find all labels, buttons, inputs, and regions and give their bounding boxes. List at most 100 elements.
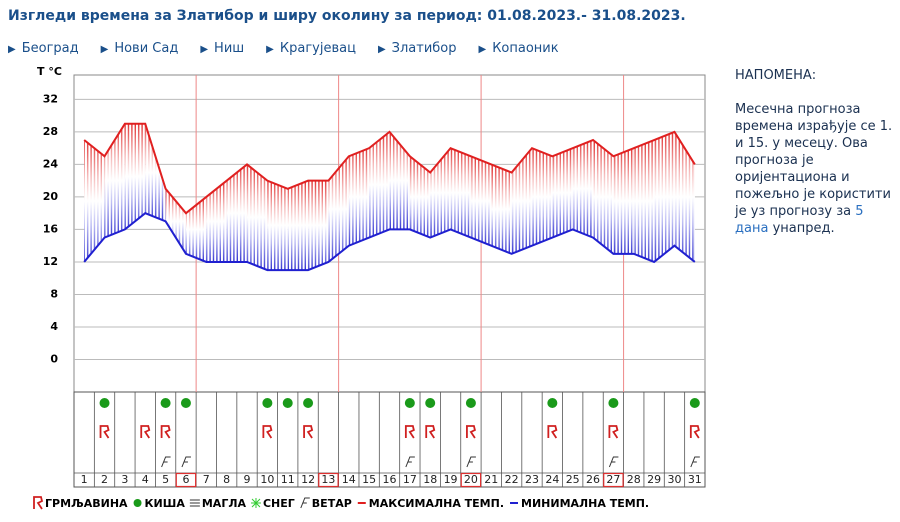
x-tick-label: 15 bbox=[362, 473, 376, 486]
x-tick-label: 2 bbox=[101, 473, 108, 486]
sunday-box bbox=[175, 472, 197, 488]
x-tick-label: 13 bbox=[321, 473, 335, 486]
page-title: Изгледи времена за Златибор и ширу околи… bbox=[8, 8, 686, 24]
temp-band-hatch bbox=[511, 148, 532, 254]
x-tick-label: 17 bbox=[403, 473, 417, 486]
x-tick-label: 3 bbox=[121, 473, 128, 486]
note: НАПОМЕНА: Месечна прогноза времена израђ… bbox=[735, 67, 895, 237]
wind-icon bbox=[300, 497, 310, 509]
wind-icon bbox=[608, 456, 619, 468]
thunder-icon bbox=[160, 425, 171, 439]
temp-band-hatch bbox=[552, 148, 573, 238]
x-tick-label: 28 bbox=[627, 473, 641, 486]
thunder-icon bbox=[689, 425, 700, 439]
legend-snow bbox=[250, 498, 261, 508]
rain-icon bbox=[404, 398, 415, 408]
temp-band-hatch bbox=[389, 131, 410, 230]
thunder-icon bbox=[404, 425, 415, 439]
rain-icon bbox=[465, 398, 476, 408]
legend-label: ВЕТАР bbox=[312, 497, 352, 510]
x-tick-label: 12 bbox=[301, 473, 315, 486]
rain-icon bbox=[608, 398, 619, 408]
nav-link[interactable]: Златибор bbox=[378, 41, 457, 56]
temp-band-hatch bbox=[226, 164, 248, 262]
x-tick-label: 26 bbox=[586, 473, 600, 486]
y-tick-label: 24 bbox=[43, 157, 59, 170]
temp-band-hatch bbox=[185, 196, 207, 262]
y-tick-label: 32 bbox=[43, 92, 58, 105]
wind-icon bbox=[466, 456, 476, 468]
y-tick-label: 20 bbox=[43, 190, 59, 203]
legend-rain bbox=[133, 499, 142, 507]
x-tick-label: 29 bbox=[647, 473, 661, 486]
temp-band-hatch bbox=[206, 180, 227, 262]
y-tick-label: 16 bbox=[43, 222, 59, 235]
y-axis-label: T °C bbox=[37, 65, 62, 78]
rain-icon bbox=[282, 398, 293, 408]
note-text: Месечна прогноза времена израђује се 1. … bbox=[735, 101, 895, 237]
note-link[interactable]: 5 дана bbox=[735, 204, 864, 236]
rain-icon bbox=[160, 398, 171, 408]
legend-label: КИША bbox=[145, 497, 186, 510]
rain-icon bbox=[303, 398, 314, 408]
thunder-icon bbox=[425, 425, 436, 439]
temp-band-hatch bbox=[145, 123, 166, 222]
nav-link[interactable]: Београд bbox=[8, 41, 79, 56]
y-tick-label: 8 bbox=[50, 287, 58, 300]
x-tick-label: 23 bbox=[525, 473, 539, 486]
rain-icon bbox=[547, 398, 558, 408]
thunder-icon bbox=[608, 425, 619, 439]
thunder-icon bbox=[303, 425, 314, 439]
x-tick-label: 20 bbox=[464, 473, 478, 486]
x-tick-label: 1 bbox=[81, 473, 88, 486]
temp-band-hatch bbox=[84, 140, 105, 262]
nav-link[interactable]: Ниш bbox=[200, 41, 244, 56]
temp-band-hatch bbox=[430, 148, 451, 238]
temp-band-hatch bbox=[308, 180, 329, 271]
temp-band-hatch bbox=[247, 164, 268, 271]
temp-band-hatch bbox=[104, 123, 125, 238]
x-tick-label: 31 bbox=[688, 473, 702, 486]
legend-label: МАГЛА bbox=[202, 497, 247, 510]
y-tick-label: 4 bbox=[50, 320, 58, 333]
temp-line bbox=[83, 212, 696, 272]
x-tick-label: 7 bbox=[203, 473, 210, 486]
temp-band-hatch bbox=[491, 164, 512, 254]
nav: Београд Нови Сад Ниш Крагујевац Златибор Копа… bbox=[8, 41, 559, 56]
sunday-box bbox=[318, 472, 339, 488]
x-tick-label: 10 bbox=[260, 473, 274, 486]
temp-band-hatch bbox=[470, 156, 492, 246]
thunder-icon bbox=[140, 425, 151, 439]
x-tick-label: 30 bbox=[667, 473, 681, 486]
x-tick-label: 16 bbox=[383, 473, 397, 486]
wind-icon bbox=[161, 456, 171, 468]
nav-link[interactable]: Крагујевац bbox=[266, 41, 356, 56]
thunder-icon bbox=[262, 425, 273, 439]
sunday-box bbox=[460, 472, 482, 488]
x-tick-label: 11 bbox=[281, 473, 295, 486]
x-tick-label: 9 bbox=[244, 473, 251, 486]
x-tick-label: 6 bbox=[182, 473, 189, 486]
x-tick-label: 27 bbox=[606, 473, 620, 486]
temp-band-hatch bbox=[450, 148, 471, 238]
x-tick-label: 18 bbox=[423, 473, 437, 486]
x-tick-label: 5 bbox=[162, 473, 169, 486]
rain-icon bbox=[180, 398, 191, 408]
y-tick-label: 12 bbox=[43, 255, 58, 268]
nav-link[interactable]: Нови Сад bbox=[101, 41, 178, 56]
note-heading: НАПОМЕНА: bbox=[735, 68, 817, 83]
thunder-icon bbox=[99, 425, 110, 439]
temp-band-hatch bbox=[348, 148, 370, 246]
x-tick-label: 22 bbox=[505, 473, 519, 486]
wind-icon bbox=[690, 456, 700, 468]
temp-band-hatch bbox=[572, 140, 594, 238]
temp-band-hatch bbox=[409, 156, 431, 238]
x-tick-label: 21 bbox=[484, 473, 498, 486]
note-body: Месечна прогноза времена израђује се 1. … bbox=[735, 102, 893, 219]
nav-link[interactable]: Копаоник bbox=[479, 41, 558, 56]
rain-icon bbox=[425, 398, 436, 408]
temp-band-hatch bbox=[654, 131, 675, 262]
icon-panel bbox=[73, 391, 706, 488]
thunder-icon bbox=[547, 425, 558, 439]
